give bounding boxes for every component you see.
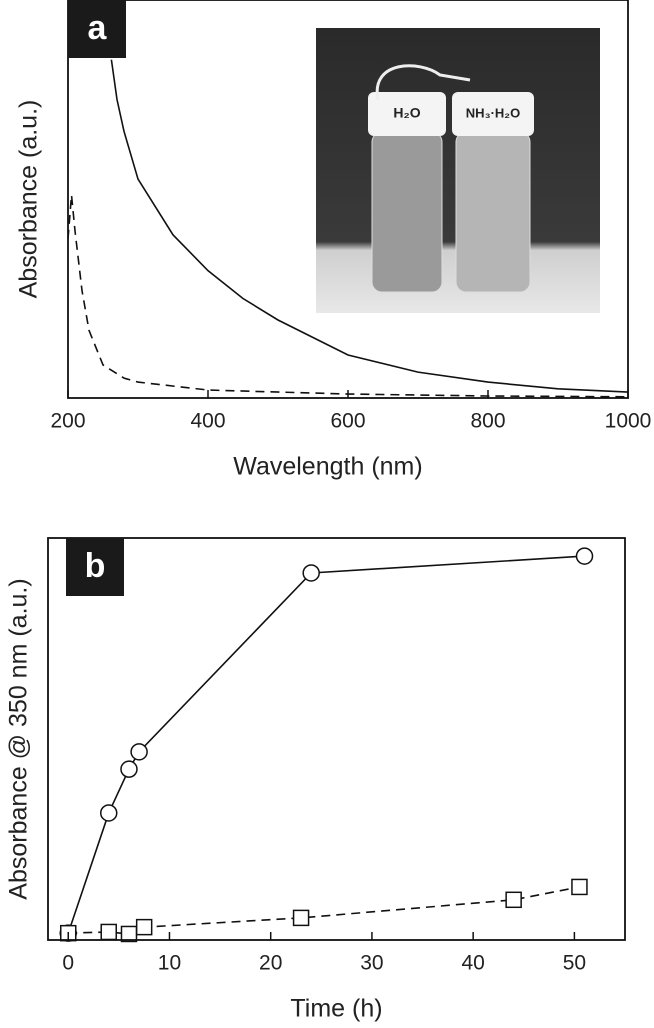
inset-label: H₂O [393,105,420,121]
panel-box [68,0,126,58]
x-tick-label: 10 [158,952,181,975]
x-tick-label: 0 [62,952,74,975]
y-axis-label: Absorbance @ 350 nm (a.u.) [5,578,33,899]
x-tick-label: 400 [190,410,225,433]
panel-box [66,538,124,596]
panel-label: b [85,547,106,585]
marker [571,878,588,896]
x-tick-label: 800 [470,410,505,433]
x-tick-label: 1000 [605,410,652,433]
plot: 0 10 20 30 40 50 Time (h) Absorbance @ 350 nm (… [5,537,626,1023]
plot: 200 400 600 800 1000 Wavelength (nm) Absorbanc… [15,0,652,481]
inset-label: NH₃·H₂O [466,105,520,120]
panel-label: a [88,9,108,47]
series-line [68,194,628,398]
x-axis-label: Time (h) [290,995,382,1023]
x-tick-label: 600 [330,410,365,433]
marker [99,804,118,822]
marker [130,743,148,761]
marker [302,564,320,582]
series-line [110,59,628,393]
marker [292,909,310,927]
x-tick-label: 50 [563,952,586,975]
series-line [67,555,585,934]
inset-photo: H₂O NH₃·H₂O [316,28,600,313]
x-axis-label: Wavelength (nm) [233,453,422,481]
marker [575,547,594,565]
marker [505,891,522,909]
marker [100,923,117,941]
marker [135,918,153,936]
x-tick-label: 30 [360,952,383,975]
y-axis-label: Absorbance (a.u.) [15,100,43,299]
x-tick-label: 20 [259,952,282,975]
x-tick-label: 200 [50,410,85,433]
x-tick-label: 40 [461,952,484,975]
plot-frame [47,537,626,941]
marker [120,760,138,778]
